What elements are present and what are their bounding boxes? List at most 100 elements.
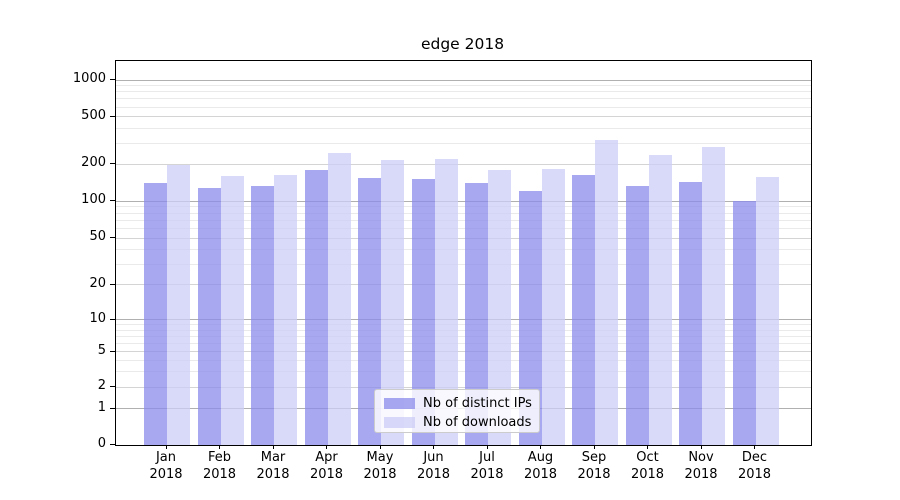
x-axis-tick-label: Nov 2018 (684, 450, 718, 482)
gridline (116, 324, 811, 326)
bar-distinct-ips-apr (304, 169, 328, 445)
gridline (116, 359, 811, 361)
gridline (116, 116, 811, 118)
x-axis-tick-label: Oct 2018 (630, 450, 665, 482)
bar-distinct-ips-dec (732, 201, 756, 445)
bar-distinct-ips-aug (518, 190, 542, 445)
gridline (116, 127, 811, 129)
y-axis-tick-mark (110, 79, 115, 80)
gridline (116, 386, 811, 388)
legend-item-downloads: Nb of downloads (384, 413, 539, 432)
gridline (116, 248, 811, 250)
gridline (116, 351, 811, 353)
x-axis-tick-mark (700, 445, 702, 449)
x-axis-tick-label: May 2018 (363, 450, 397, 482)
bar-downloads-aug (541, 169, 565, 445)
gridline (116, 284, 811, 286)
y-axis-tick-label: 1 (97, 399, 106, 415)
gridlines-layer (116, 61, 811, 445)
x-axis-tick-label: Aug 2018 (523, 450, 558, 482)
gridline (116, 98, 811, 100)
x-axis-tick-label: Feb 2018 (202, 450, 237, 482)
bar-downloads-jun (434, 159, 458, 445)
bar-downloads-nov (702, 147, 725, 445)
x-axis-tick-label: Apr 2018 (309, 450, 344, 482)
bar-downloads-may (381, 160, 404, 445)
bar-distinct-ips-jul (465, 182, 488, 445)
y-axis-tick-label: 100 (81, 192, 106, 208)
y-axis-tick-label: 5 (97, 342, 106, 358)
bar-distinct-ips-feb (197, 188, 221, 445)
gridline (116, 370, 811, 372)
bar-distinct-ips-jan (144, 183, 167, 445)
bar-downloads-dec (755, 176, 779, 445)
gridline (116, 106, 811, 108)
y-axis-tick-mark (110, 237, 115, 239)
x-axis-tick-mark (165, 445, 167, 449)
bar-distinct-ips-sep (572, 174, 595, 445)
bar-downloads-sep (595, 140, 618, 445)
gridline (116, 200, 811, 202)
x-axis-tick-mark (219, 445, 220, 449)
gridline (116, 329, 811, 331)
gridline (116, 219, 811, 221)
y-axis-tick-mark (110, 115, 115, 117)
x-axis-tick-mark (433, 445, 434, 449)
bar-distinct-ips-oct (625, 186, 649, 445)
legend-label-distinct-ips: Nb of distinct IPs (423, 396, 532, 411)
bar-downloads-jan (167, 164, 190, 445)
gridline (116, 142, 811, 144)
x-axis-tick-mark (272, 445, 274, 449)
x-axis-tick-label: Jul 2018 (470, 450, 504, 482)
x-axis-tick-mark (486, 445, 488, 449)
y-axis-tick-label: 500 (81, 107, 106, 123)
bar-downloads-mar (274, 175, 297, 445)
x-axis-tick-mark (593, 445, 595, 449)
gridline (116, 342, 811, 344)
legend-swatch-distinct-ips (384, 398, 415, 409)
y-axis-tick-label: 1000 (72, 71, 106, 86)
x-axis-tick-label: Sep 2018 (577, 450, 611, 482)
y-axis-tick-label: 200 (81, 155, 106, 171)
bar-downloads-oct (648, 155, 672, 445)
bar-downloads-jul (488, 169, 511, 445)
legend-swatch-downloads (384, 417, 415, 428)
y-axis-tick-mark (110, 163, 115, 165)
y-axis-tick-label: 0 (97, 436, 106, 451)
y-axis-tick-mark (110, 386, 115, 388)
gridline (116, 163, 811, 165)
legend-label-downloads: Nb of downloads (423, 415, 532, 430)
y-axis-tick-mark (110, 444, 115, 445)
y-axis-tick-mark (110, 407, 115, 409)
bars-layer (116, 61, 811, 445)
gridline (116, 227, 811, 229)
y-axis-tick-label: 20 (89, 275, 106, 291)
legend: Nb of distinct IPs Nb of downloads (374, 389, 540, 433)
chart-title: edge 2018 (420, 35, 505, 53)
gridline (116, 206, 811, 208)
y-axis-tick-label: 2 (97, 378, 106, 394)
plot-area: Nb of distinct IPs Nb of downloads (115, 60, 812, 446)
x-axis-tick-label: Mar 2018 (256, 450, 290, 482)
x-axis-tick-mark (647, 445, 648, 449)
y-axis-tick-mark (110, 318, 115, 320)
gridline (116, 85, 811, 87)
bar-distinct-ips-nov (679, 181, 702, 445)
x-axis-tick-mark (540, 445, 541, 449)
x-axis-tick-label: Jan 2018 (149, 450, 183, 482)
gridline (116, 237, 811, 239)
x-axis-tick-mark (754, 445, 755, 449)
bar-distinct-ips-may (358, 177, 381, 445)
gridline (116, 335, 811, 337)
gridline (116, 91, 811, 93)
gridline (116, 319, 811, 321)
x-axis-tick-mark (326, 445, 327, 449)
gridline (116, 263, 811, 265)
gridline (116, 212, 811, 214)
y-axis-tick-label: 10 (89, 310, 106, 326)
y-axis-tick-mark (110, 350, 115, 352)
bar-distinct-ips-mar (251, 186, 274, 445)
gridline (116, 79, 811, 81)
x-axis-tick-mark (379, 445, 381, 449)
